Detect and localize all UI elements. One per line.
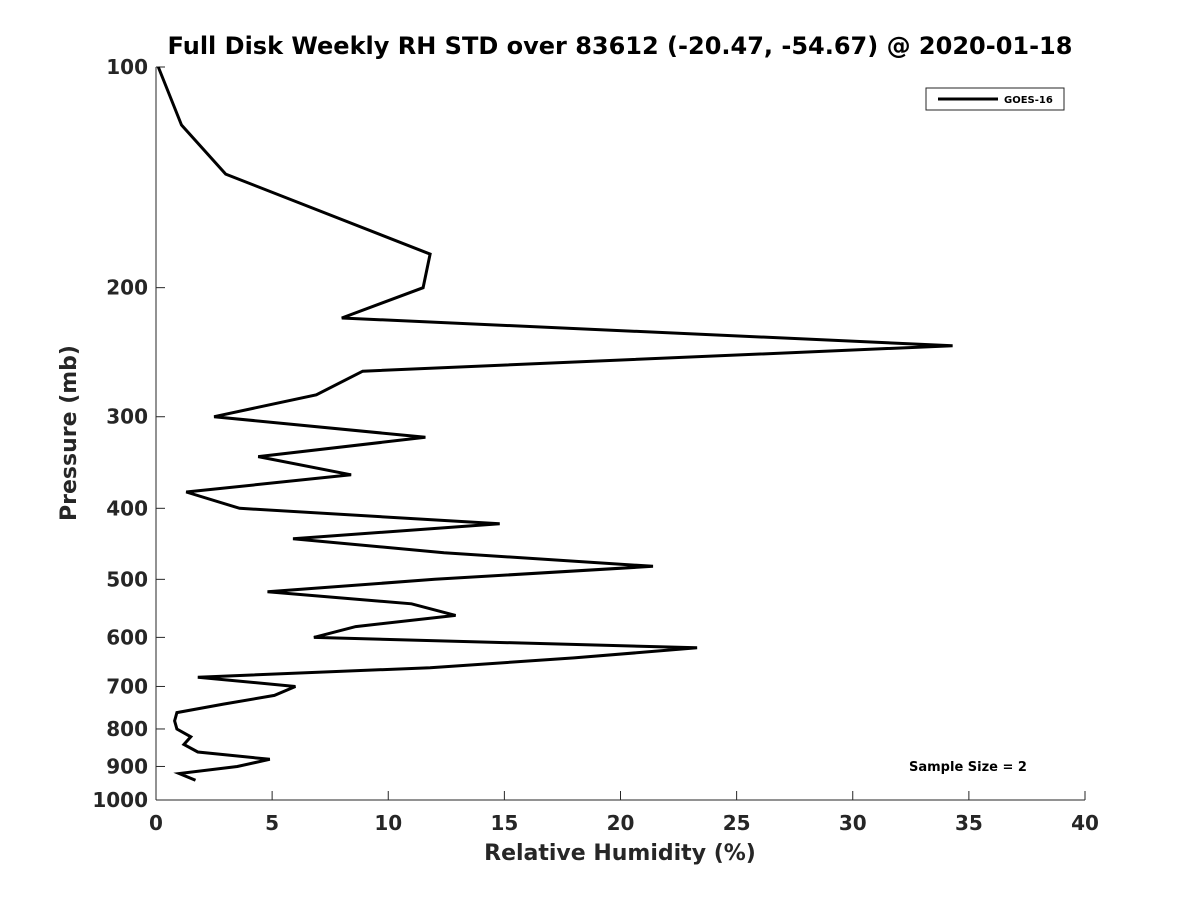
x-axis-label: Relative Humidity (%) xyxy=(484,841,756,866)
y-axis-label: Pressure (mb) xyxy=(57,345,82,521)
x-tick-label: 0 xyxy=(149,811,163,835)
axes xyxy=(155,67,1085,801)
y-tick-label: 200 xyxy=(106,276,148,300)
y-tick-label: 400 xyxy=(106,496,148,520)
x-tick-label: 25 xyxy=(723,811,751,835)
x-tick-label: 20 xyxy=(607,811,635,835)
y-tick-label: 900 xyxy=(106,754,148,778)
series-line-goes-16 xyxy=(156,66,953,782)
y-tick-label: 300 xyxy=(106,405,148,429)
x-tick-label: 30 xyxy=(839,811,867,835)
y-axis-ticks: 100 200 300 400 500 600 700 800 900 1000 xyxy=(92,55,165,812)
y-tick-label: 600 xyxy=(106,625,148,649)
x-tick-label: 40 xyxy=(1071,811,1099,835)
y-tick-label: 700 xyxy=(106,674,148,698)
x-axis-ticks: 0 5 10 15 20 25 30 35 40 xyxy=(149,791,1099,835)
series-layer xyxy=(156,66,953,782)
legend-label: GOES-16 xyxy=(1004,95,1053,106)
x-tick-label: 10 xyxy=(374,811,402,835)
y-tick-label: 500 xyxy=(106,567,148,591)
legend: GOES-16 xyxy=(925,87,1065,111)
y-tick-label: 800 xyxy=(106,717,148,741)
chart-title: Full Disk Weekly RH STD over 83612 (-20.… xyxy=(168,32,1073,60)
x-tick-label: 5 xyxy=(265,811,279,835)
y-tick-label: 1000 xyxy=(92,788,148,812)
sample-size-annotation: Sample Size = 2 xyxy=(909,760,1027,775)
y-tick-label: 100 xyxy=(106,55,148,79)
x-tick-label: 15 xyxy=(490,811,518,835)
x-tick-label: 35 xyxy=(955,811,983,835)
